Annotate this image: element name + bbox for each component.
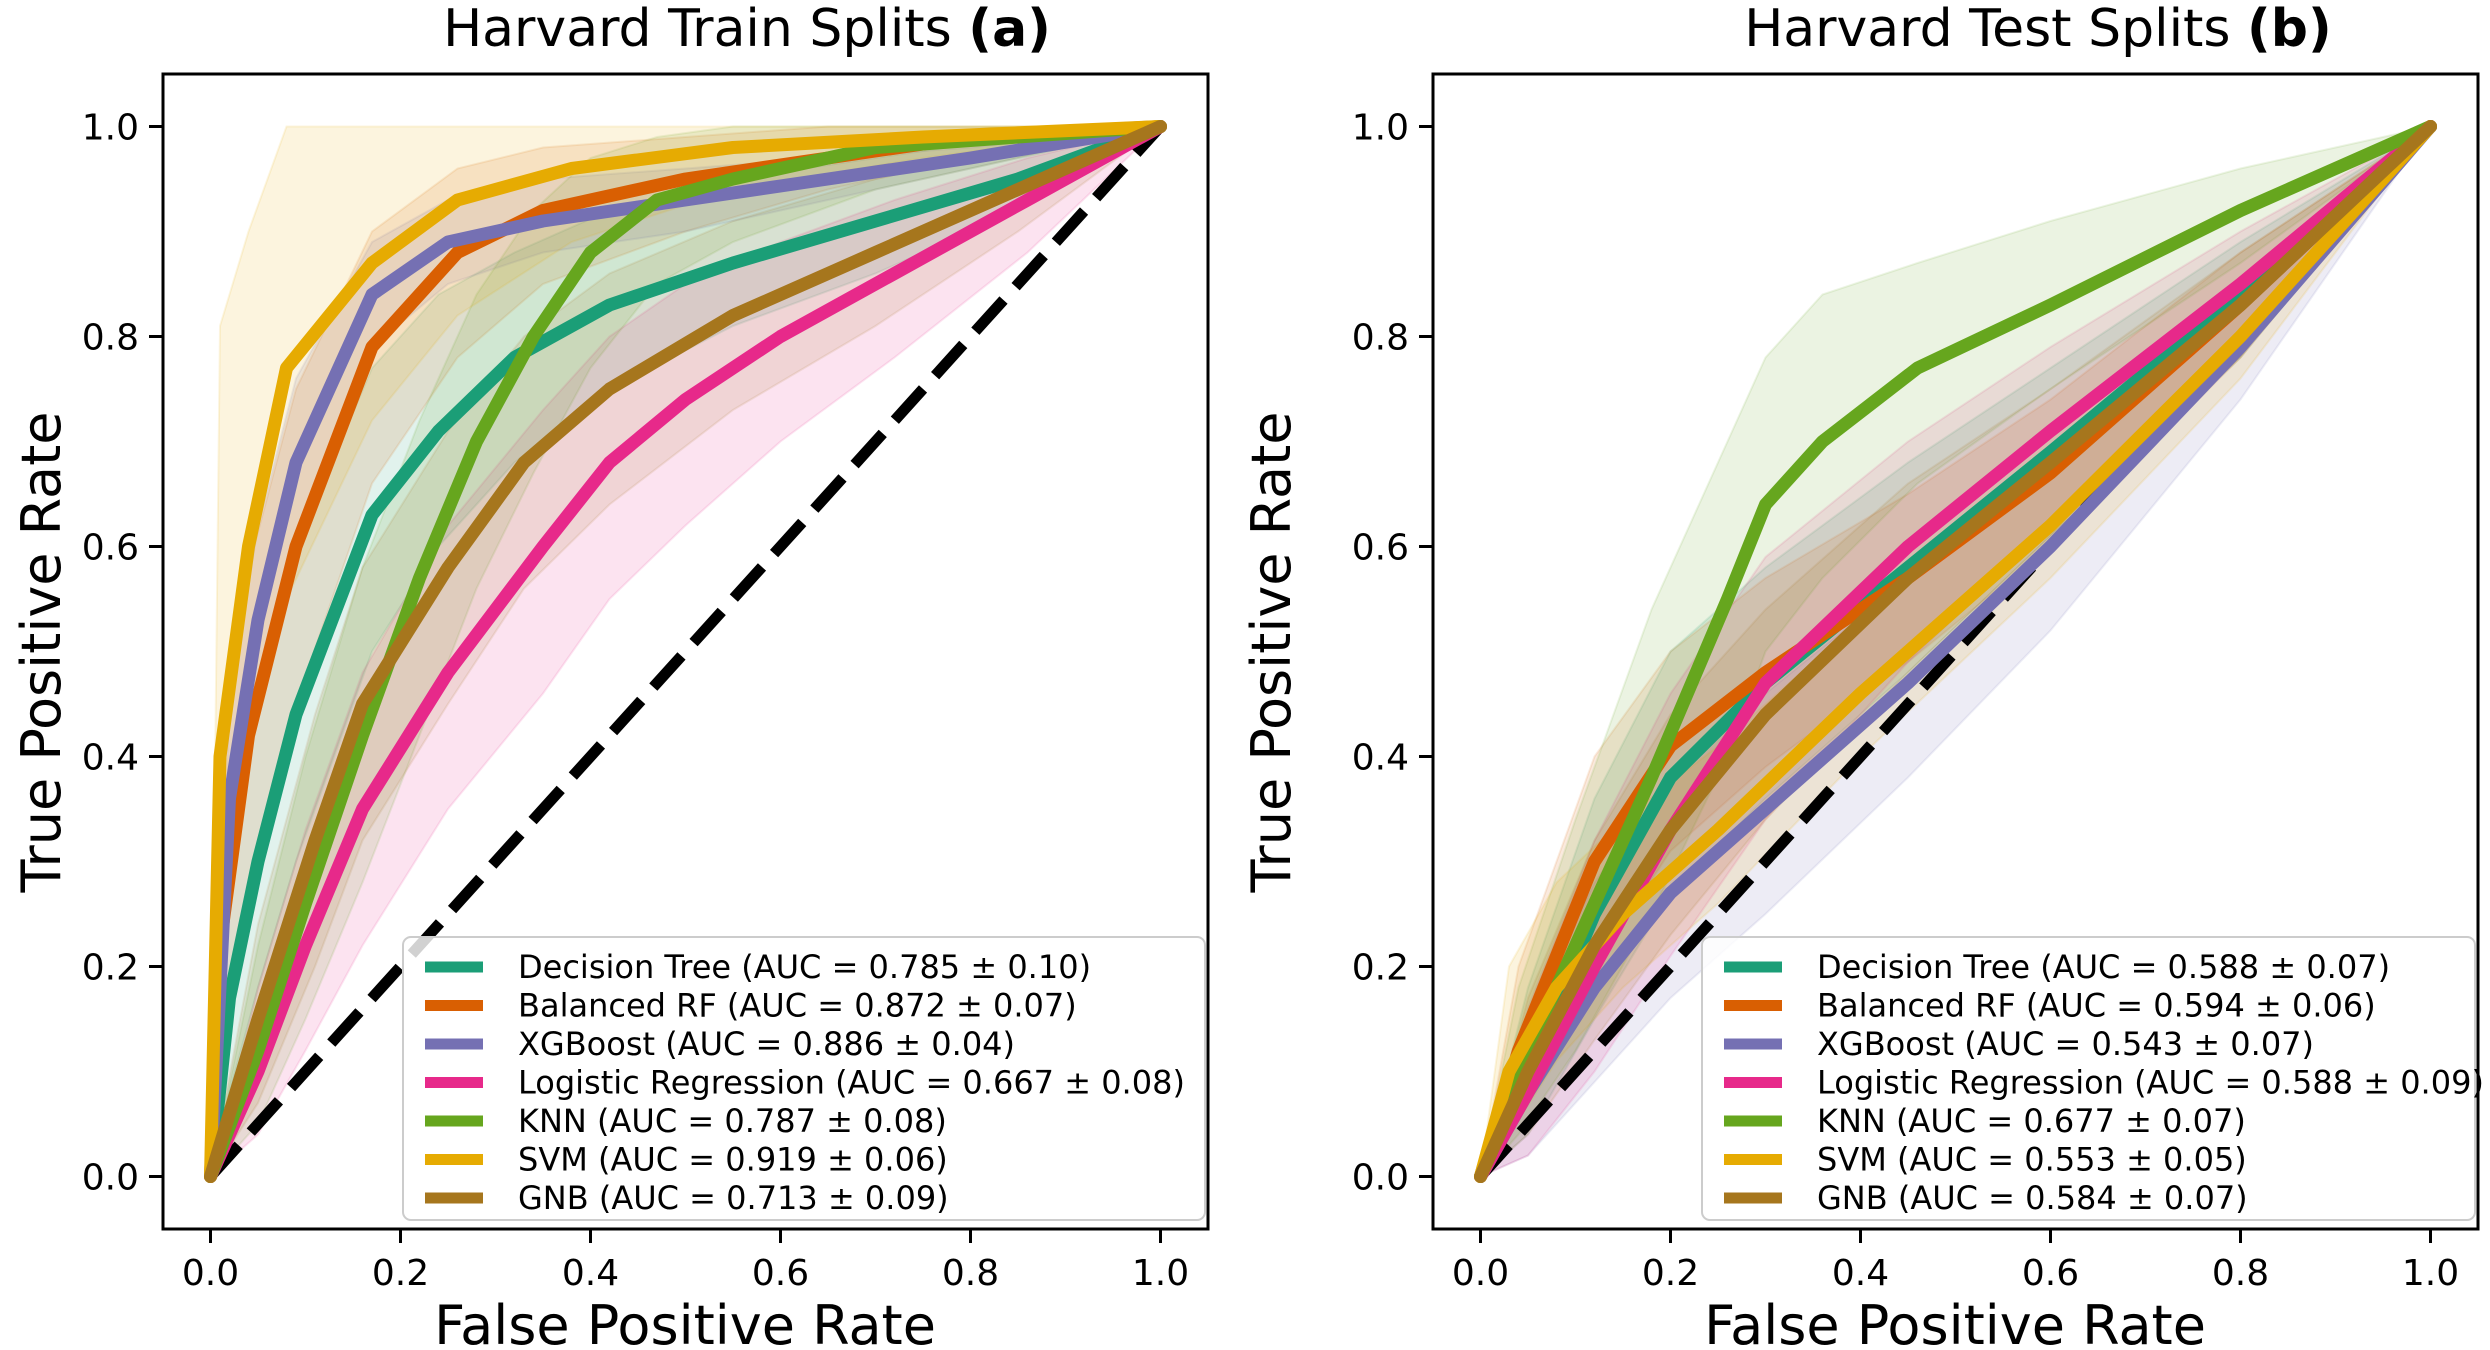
chart-a-legend-label: Logistic Regression (AUC = 0.667 ± 0.08): [518, 1064, 1185, 1102]
chart-a-series-line-4: [204, 120, 1167, 1183]
chart-b-xtick-label: 0.4: [1832, 1253, 1889, 1294]
chart-a-ytick-label: 0.4: [82, 738, 139, 779]
chart-b-lines: [1474, 120, 2437, 1183]
chart-b-xtick-label: 0.0: [1452, 1253, 1509, 1294]
chart-a-legend-label: KNN (AUC = 0.787 ± 0.08): [518, 1102, 947, 1140]
chart-a-legend: Decision Tree (AUC = 0.785 ± 0.10)Balanc…: [402, 936, 1206, 1221]
chart-b-legend-label: GNB (AUC = 0.584 ± 0.07): [1817, 1179, 2248, 1217]
chart-a-lines: [204, 120, 1167, 1183]
chart-a-ytick-label: 0.2: [82, 948, 139, 989]
chart-a-ytick-label: 0.8: [82, 318, 139, 359]
chart-panel-a: Harvard Train Splits (a) 0.0 0.2 0.4 0.6 0.8…: [10, 0, 1210, 1350]
chart-b-series-line-6: [1474, 120, 2437, 1183]
chart-b-ytick-label: 0.2: [1352, 948, 1409, 989]
chart-a-legend-label: SVM (AUC = 0.919 ± 0.06): [518, 1141, 948, 1179]
chart-b-ytick-label: 0.4: [1352, 738, 1409, 779]
chart-a-series-line-6: [204, 120, 1167, 1183]
chart-a-xticks: 0.0 0.2 0.4 0.6 0.8 1.0: [182, 1229, 1189, 1294]
chart-a-xtick-label: 1.0: [1132, 1253, 1189, 1294]
chart-a-xlabel: False Positive Rate: [434, 1294, 936, 1350]
chart-b-ytick-label: 0.0: [1352, 1158, 1409, 1199]
chart-a-ylabel: True Positive Rate: [10, 411, 73, 893]
chart-a-xtick-label: 0.6: [752, 1253, 809, 1294]
chart-a-series-line-5: [204, 120, 1167, 1183]
chart-a-series-line-0: [204, 120, 1167, 1183]
chart-a-yticks: 0.0 0.2 0.4 0.6 0.8 1.0: [82, 108, 163, 1199]
chart-a-ytick-label: 0.0: [82, 1158, 139, 1199]
chart-b-legend-label: KNN (AUC = 0.677 ± 0.07): [1817, 1102, 2246, 1140]
chart-b-ylabel: True Positive Rate: [1240, 411, 1303, 893]
chart-b-xtick-label: 0.8: [2212, 1253, 2269, 1294]
chart-b-xtick-label: 0.6: [2022, 1253, 2079, 1294]
chart-a-title: Harvard Train Splits (a): [443, 0, 1051, 59]
chart-a-legend-label: XGBoost (AUC = 0.886 ± 0.04): [518, 1025, 1015, 1063]
chart-b-yticks: 0.0 0.2 0.4 0.6 0.8 1.0: [1352, 108, 1433, 1199]
chart-b-legend-label: SVM (AUC = 0.553 ± 0.05): [1817, 1141, 2247, 1179]
chart-a-ytick-label: 1.0: [82, 108, 139, 149]
chart-b-legend-label: Logistic Regression (AUC = 0.588 ± 0.09): [1817, 1064, 2484, 1102]
chart-b-legend-label: Decision Tree (AUC = 0.588 ± 0.07): [1817, 948, 2390, 986]
chart-a-xtick-label: 0.4: [562, 1253, 619, 1294]
chart-b-legend-label: Balanced RF (AUC = 0.594 ± 0.06): [1817, 987, 2376, 1025]
chart-b-title: Harvard Test Splits (b): [1744, 0, 2332, 59]
chart-a-xtick-label: 0.0: [182, 1253, 239, 1294]
chart-b-legend-box: [1701, 936, 2476, 1221]
chart-a-chance-line: [206, 122, 1165, 1181]
chart-b-series-line-5: [1474, 120, 2437, 1183]
chart-b-xtick-label: 0.2: [1642, 1253, 1699, 1294]
chart-b-ytick-label: 0.8: [1352, 318, 1409, 359]
chart-b-legend-label: XGBoost (AUC = 0.543 ± 0.07): [1817, 1025, 2314, 1063]
chart-b-xlabel: False Positive Rate: [1704, 1294, 2206, 1350]
chart-a-legend-label: Decision Tree (AUC = 0.785 ± 0.10): [518, 948, 1091, 986]
chart-a-xtick-label: 0.2: [372, 1253, 429, 1294]
chart-panel-b: Harvard Test Splits (b) 0.0 0.2 0.4 0.6 0.8 1…: [1240, 0, 2484, 1350]
chart-a-plot-frame: [161, 72, 1210, 1231]
chart-b-legend: Decision Tree (AUC = 0.588 ± 0.07)Balanc…: [1701, 936, 2484, 1221]
chart-b-xtick-label: 1.0: [2402, 1253, 2459, 1294]
chart-b-ytick-label: 1.0: [1352, 108, 1409, 149]
chart-b-series-line-3: [1474, 120, 2437, 1183]
chart-a-legend-box: [402, 936, 1206, 1221]
chart-b-ytick-label: 0.6: [1352, 528, 1409, 569]
chart-a-ytick-label: 0.6: [82, 528, 139, 569]
chart-b-xticks: 0.0 0.2 0.4 0.6 0.8 1.0: [1452, 1229, 2459, 1294]
chart-a-series-line-3: [204, 120, 1167, 1183]
chart-a-legend-label: GNB (AUC = 0.713 ± 0.09): [518, 1179, 949, 1217]
chart-a-xtick-label: 0.8: [942, 1253, 999, 1294]
chart-a-series-line-2: [204, 120, 1167, 1183]
chart-a-legend-label: Balanced RF (AUC = 0.872 ± 0.07): [518, 987, 1077, 1025]
chart-b-plot-frame: [1431, 72, 2480, 1231]
